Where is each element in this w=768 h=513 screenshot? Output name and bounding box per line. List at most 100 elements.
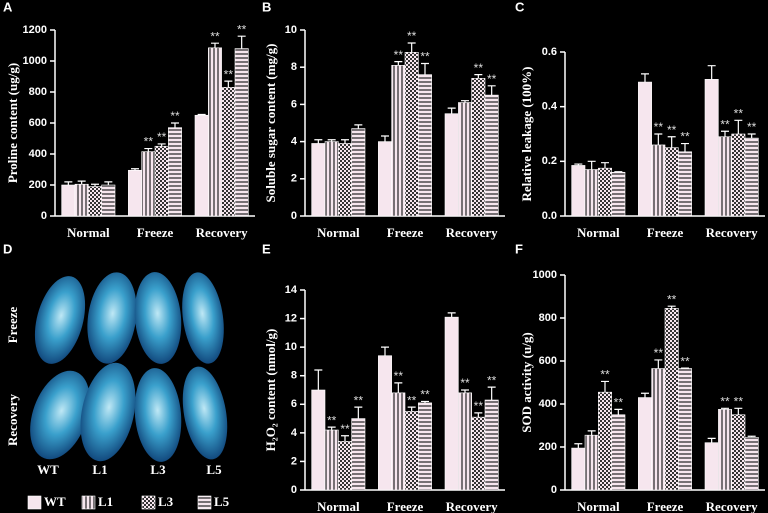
significance-label: ** <box>340 422 350 436</box>
significance-label: ** <box>224 67 234 81</box>
error-bar <box>381 135 389 142</box>
y-tick-label: 10 <box>285 341 297 353</box>
significance-label: ** <box>327 413 337 427</box>
y-tick-label: 12 <box>285 312 297 324</box>
column-label: WT <box>37 462 59 477</box>
error-bar <box>654 359 663 369</box>
significance-label: ** <box>600 368 610 382</box>
bar <box>418 74 432 217</box>
y-tick-label: 1000 <box>533 269 557 281</box>
y-tick-label: 2 <box>291 455 297 467</box>
y-tick-label: 1200 <box>23 24 47 36</box>
error-bar <box>707 65 716 80</box>
bar <box>458 102 472 217</box>
bar <box>221 87 236 217</box>
error-bar <box>587 430 596 436</box>
error-bar <box>354 406 363 419</box>
y-tick-label: 600 <box>539 355 557 367</box>
bar <box>391 392 406 491</box>
y-tick-label: 1000 <box>23 55 47 67</box>
x-tick-label: Recovery <box>196 225 248 240</box>
error-bar <box>197 113 206 116</box>
bar <box>378 141 392 217</box>
significance-label: ** <box>394 48 404 62</box>
error-bar <box>171 122 179 128</box>
error-bar <box>734 407 743 415</box>
y-tick-label: 4 <box>291 427 298 439</box>
row-label: Freeze <box>5 306 20 343</box>
panel-label: B <box>262 0 271 14</box>
significance-label: ** <box>654 120 664 134</box>
bar <box>571 165 586 217</box>
bar <box>611 171 626 217</box>
error-bar <box>421 62 429 75</box>
panel-label: C <box>515 0 525 14</box>
bar <box>584 169 599 217</box>
y-tick-label: 8 <box>291 370 297 382</box>
x-tick-label: Freeze <box>137 225 174 240</box>
panel-label: E <box>262 241 271 256</box>
bar <box>744 437 759 491</box>
significance-label: ** <box>654 346 664 360</box>
bar <box>458 392 472 491</box>
significance-label: ** <box>170 109 180 123</box>
x-tick-label: Normal <box>317 499 360 513</box>
bar <box>638 81 652 217</box>
significance-label: ** <box>734 107 744 121</box>
error-bar <box>641 73 649 83</box>
bar <box>718 136 732 217</box>
bar <box>678 368 692 491</box>
error-bar <box>64 181 73 185</box>
bar <box>324 141 339 217</box>
error-bar <box>574 163 583 166</box>
error-bar <box>474 74 483 79</box>
y-tick-label: 200 <box>539 441 557 453</box>
error-bar <box>747 435 756 438</box>
bar <box>584 434 599 491</box>
error-bar <box>721 130 729 137</box>
error-bar <box>341 139 349 144</box>
significance-label: ** <box>720 117 730 131</box>
leaf-image <box>80 362 136 462</box>
significance-label: ** <box>720 394 730 408</box>
significance-label: ** <box>394 369 404 383</box>
bar <box>208 47 222 217</box>
bar <box>338 441 352 491</box>
y-tick-label: 0 <box>41 210 47 222</box>
error-bar <box>681 142 689 152</box>
significance-label: ** <box>614 396 624 410</box>
x-tick-label: Freeze <box>647 499 684 513</box>
significance-label: ** <box>667 123 677 137</box>
photo-panel: D Freeze Recovery WT L1 L3 L5 <box>3 241 228 477</box>
significance-label: ** <box>667 292 677 306</box>
bar <box>61 184 76 217</box>
x-tick-label: Normal <box>67 225 110 240</box>
error-bar <box>667 305 676 309</box>
significance-label: ** <box>157 130 167 144</box>
x-tick-label: Recovery <box>706 225 758 240</box>
y-tick-label: 8 <box>291 61 297 73</box>
error-bar <box>314 369 323 390</box>
y-tick-label: 10 <box>285 24 297 36</box>
x-tick-label: Freeze <box>387 225 424 240</box>
bar <box>88 186 102 217</box>
bar <box>154 145 169 217</box>
bar <box>444 113 459 217</box>
error-bar <box>734 119 743 134</box>
error-bar <box>721 407 729 410</box>
bar <box>351 128 366 217</box>
error-bar <box>327 139 336 142</box>
error-bar <box>314 139 323 144</box>
y-axis-label: Relative leakage (100%) <box>519 66 534 201</box>
bar <box>168 127 182 217</box>
error-bar <box>144 147 153 152</box>
y-tick-label: 0 <box>291 484 297 496</box>
y-axis-label: H₂O₂ content (nmol/g) <box>263 329 278 452</box>
column-label: L1 <box>92 462 107 477</box>
bar <box>311 143 326 217</box>
y-tick-label: 0 <box>551 484 557 496</box>
y-tick-label: 0.4 <box>542 101 558 113</box>
error-bar <box>601 380 609 393</box>
bar <box>484 399 499 491</box>
leaf-image <box>30 370 90 460</box>
